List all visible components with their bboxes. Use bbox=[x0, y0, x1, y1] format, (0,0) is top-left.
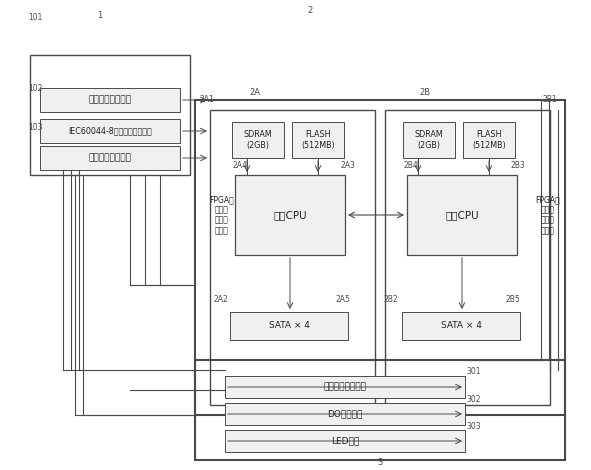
FancyBboxPatch shape bbox=[225, 430, 465, 452]
Text: 2A1: 2A1 bbox=[200, 95, 215, 104]
Text: 2B2: 2B2 bbox=[383, 295, 398, 304]
Text: 光以太网接入电路: 光以太网接入电路 bbox=[89, 95, 132, 104]
Text: 2A2: 2A2 bbox=[213, 295, 228, 304]
Text: 303: 303 bbox=[466, 422, 480, 431]
FancyBboxPatch shape bbox=[40, 146, 180, 170]
Text: 2A: 2A bbox=[249, 88, 261, 97]
FancyBboxPatch shape bbox=[235, 175, 345, 255]
Text: 2A4: 2A4 bbox=[232, 161, 247, 170]
Text: 2: 2 bbox=[307, 6, 313, 15]
Text: 1: 1 bbox=[98, 11, 103, 20]
Text: 时钟信号接入电路: 时钟信号接入电路 bbox=[89, 154, 132, 163]
Text: DO输出电路: DO输出电路 bbox=[327, 409, 363, 418]
Text: 第一CPU: 第一CPU bbox=[273, 210, 307, 220]
Text: 103: 103 bbox=[28, 123, 43, 132]
Text: 2B1: 2B1 bbox=[543, 95, 557, 104]
Text: IEC60044-8报文数据接入电路: IEC60044-8报文数据接入电路 bbox=[68, 126, 152, 135]
FancyBboxPatch shape bbox=[40, 119, 180, 143]
Text: 302: 302 bbox=[466, 395, 480, 404]
FancyBboxPatch shape bbox=[230, 312, 348, 340]
FancyBboxPatch shape bbox=[407, 175, 517, 255]
Text: LED电路: LED电路 bbox=[331, 437, 359, 446]
Text: SDRAM
(2GB): SDRAM (2GB) bbox=[243, 130, 272, 150]
FancyBboxPatch shape bbox=[292, 122, 344, 158]
Text: FLASH
(512MB): FLASH (512MB) bbox=[472, 130, 506, 150]
Text: FPGA现
场可编
程逻辑
门阵列: FPGA现 场可编 程逻辑 门阵列 bbox=[535, 195, 560, 235]
Text: 2A3: 2A3 bbox=[340, 161, 355, 170]
Text: 第二CPU: 第二CPU bbox=[445, 210, 479, 220]
Text: 2A5: 2A5 bbox=[335, 295, 350, 304]
FancyBboxPatch shape bbox=[225, 403, 465, 425]
Text: SDRAM
(2GB): SDRAM (2GB) bbox=[415, 130, 443, 150]
FancyBboxPatch shape bbox=[463, 122, 515, 158]
FancyBboxPatch shape bbox=[403, 122, 455, 158]
Text: 301: 301 bbox=[466, 367, 480, 376]
Text: FPGA现
场可编
程逻辑
门阵列: FPGA现 场可编 程逻辑 门阵列 bbox=[210, 195, 235, 235]
Text: 101: 101 bbox=[28, 13, 43, 22]
Text: 2B3: 2B3 bbox=[510, 161, 525, 170]
Text: SATA × 4: SATA × 4 bbox=[440, 321, 482, 330]
Text: 2B: 2B bbox=[420, 88, 431, 97]
FancyBboxPatch shape bbox=[402, 312, 520, 340]
Text: SATA × 4: SATA × 4 bbox=[268, 321, 310, 330]
FancyBboxPatch shape bbox=[40, 88, 180, 112]
Text: 2B5: 2B5 bbox=[505, 295, 519, 304]
Text: 2B4: 2B4 bbox=[403, 161, 418, 170]
Text: 3: 3 bbox=[377, 458, 383, 467]
FancyBboxPatch shape bbox=[225, 376, 465, 398]
Text: 102: 102 bbox=[28, 84, 43, 93]
Text: FLASH
(512MB): FLASH (512MB) bbox=[301, 130, 335, 150]
Text: 以太网控制器电路: 以太网控制器电路 bbox=[323, 383, 366, 392]
FancyBboxPatch shape bbox=[232, 122, 284, 158]
